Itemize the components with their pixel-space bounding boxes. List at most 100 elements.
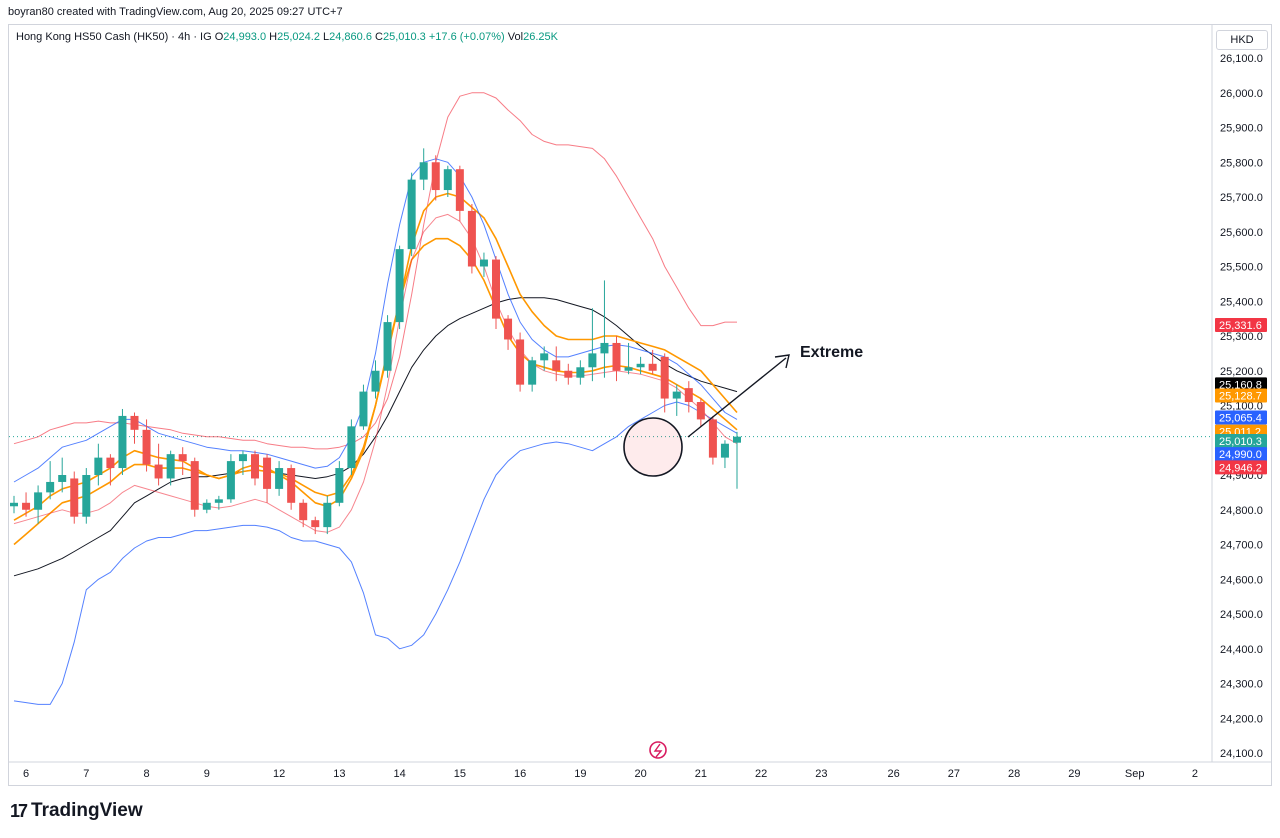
- symbol-legend: Hong Kong HS50 Cash (HK50) · 4h · IG O24…: [16, 31, 558, 43]
- high-label: H: [269, 31, 278, 43]
- low-value: 24,860.6: [329, 31, 372, 43]
- candle-body: [492, 259, 500, 319]
- close-value: 25,010.3: [382, 31, 426, 43]
- candle-body: [287, 468, 296, 503]
- x-tick-label: 20: [634, 768, 646, 780]
- y-tick-label: 25,300.0: [1220, 331, 1263, 343]
- annotation-label: Extreme: [800, 344, 863, 361]
- price-tag: [1215, 377, 1267, 392]
- chart-caption: boyran80 created with TradingView.com, A…: [8, 6, 343, 18]
- candle-body: [46, 481, 55, 493]
- y-tick-label: 24,700.0: [1220, 540, 1263, 552]
- price-tag: [1215, 460, 1267, 475]
- price-tag-label: 25,128.7: [1219, 391, 1262, 403]
- y-tick-label: 24,500.0: [1220, 609, 1263, 621]
- candle-body: [323, 502, 332, 528]
- lightning-icon: [653, 743, 663, 758]
- candle-body: [238, 454, 247, 462]
- candle-body: [636, 363, 645, 368]
- candle-body: [214, 499, 223, 503]
- y-tick-label: 25,600.0: [1220, 227, 1263, 239]
- y-tick-label: 26,100.0: [1220, 53, 1263, 65]
- y-tick-label: 25,800.0: [1220, 157, 1263, 169]
- candle-body: [588, 353, 597, 368]
- candle-body: [419, 162, 428, 180]
- price-tag-label: 25,160.8: [1219, 379, 1262, 391]
- x-tick-label: 15: [454, 768, 466, 780]
- price-tag-label: 25,331.6: [1219, 320, 1262, 332]
- candle-body: [576, 367, 585, 378]
- candle-body: [600, 342, 609, 354]
- candle-body: [154, 464, 163, 479]
- candle-body: [263, 457, 272, 489]
- candle-body: [612, 342, 621, 371]
- candle-body: [672, 391, 681, 399]
- candle-body: [34, 492, 43, 510]
- candle-body: [371, 370, 380, 392]
- candle-body: [347, 426, 356, 469]
- chart-frame[interactable]: [8, 24, 1272, 786]
- y-tick-label: 25,100.0: [1220, 401, 1263, 413]
- indicator-bb-mid: [13, 297, 738, 577]
- candle-body: [22, 502, 31, 510]
- candle-body: [82, 475, 91, 517]
- candle-body: [202, 502, 211, 510]
- candle-body: [564, 370, 573, 378]
- candle-body: [624, 367, 633, 371]
- x-tick-label: 2: [1192, 768, 1198, 780]
- candle-body: [106, 457, 115, 469]
- x-tick-label: 21: [695, 768, 707, 780]
- candle-body: [395, 249, 404, 323]
- x-tick-label: 29: [1068, 768, 1080, 780]
- annotation-arrow-head: [774, 354, 790, 369]
- indicator-bb-lower: [13, 401, 738, 705]
- y-tick-label: 25,200.0: [1220, 366, 1263, 378]
- y-tick-label: 24,200.0: [1220, 713, 1263, 725]
- open-label: O: [214, 31, 224, 43]
- close-label: C: [375, 31, 383, 43]
- y-tick-label: 25,500.0: [1220, 262, 1263, 274]
- x-tick-label: 28: [1008, 768, 1020, 780]
- candle-body: [443, 169, 452, 191]
- price-tag-label: 25,010.3: [1219, 436, 1262, 448]
- price-tag: [1215, 410, 1267, 425]
- candle-body: [696, 402, 705, 420]
- x-tick-label: 9: [204, 768, 210, 780]
- currency-selector[interactable]: HKD: [1216, 30, 1268, 50]
- candle-body: [431, 162, 440, 191]
- candle-body: [118, 415, 127, 469]
- volume-value: 26.25K: [523, 31, 558, 43]
- tradingview-brand: TradingView: [31, 800, 143, 821]
- candle-body: [733, 436, 741, 443]
- candle-body: [94, 457, 103, 475]
- price-tag-label: 25,065.4: [1219, 413, 1262, 425]
- x-tick-label: 14: [393, 768, 405, 780]
- price-tag: [1215, 318, 1267, 333]
- y-tick-label: 24,400.0: [1220, 644, 1263, 656]
- candle-body: [226, 461, 235, 500]
- price-tag-label: 24,946.2: [1219, 462, 1262, 474]
- x-tick-label: 16: [514, 768, 526, 780]
- candle-body: [335, 468, 344, 503]
- price-tag: [1215, 388, 1267, 403]
- x-tick-label: 7: [83, 768, 89, 780]
- y-tick-label: 24,100.0: [1220, 748, 1263, 760]
- candle-body: [660, 356, 669, 399]
- price-tag: [1215, 447, 1267, 462]
- candle-body: [311, 520, 320, 528]
- volume-label: Vol: [507, 31, 524, 43]
- candle-body: [455, 169, 464, 211]
- candle-body: [540, 353, 549, 361]
- x-tick-label: 12: [273, 768, 285, 780]
- candle-body: [10, 502, 18, 507]
- candle-body: [504, 318, 513, 340]
- tradingview-logo[interactable]: 17 TradingView: [10, 800, 143, 822]
- candle-body: [299, 502, 308, 521]
- x-tick-label: Sep: [1125, 768, 1145, 780]
- highlight-circle: [623, 417, 683, 477]
- candle-body: [479, 259, 488, 267]
- y-tick-label: 24,300.0: [1220, 679, 1263, 691]
- candle-body: [70, 478, 79, 517]
- candle-body: [528, 360, 537, 385]
